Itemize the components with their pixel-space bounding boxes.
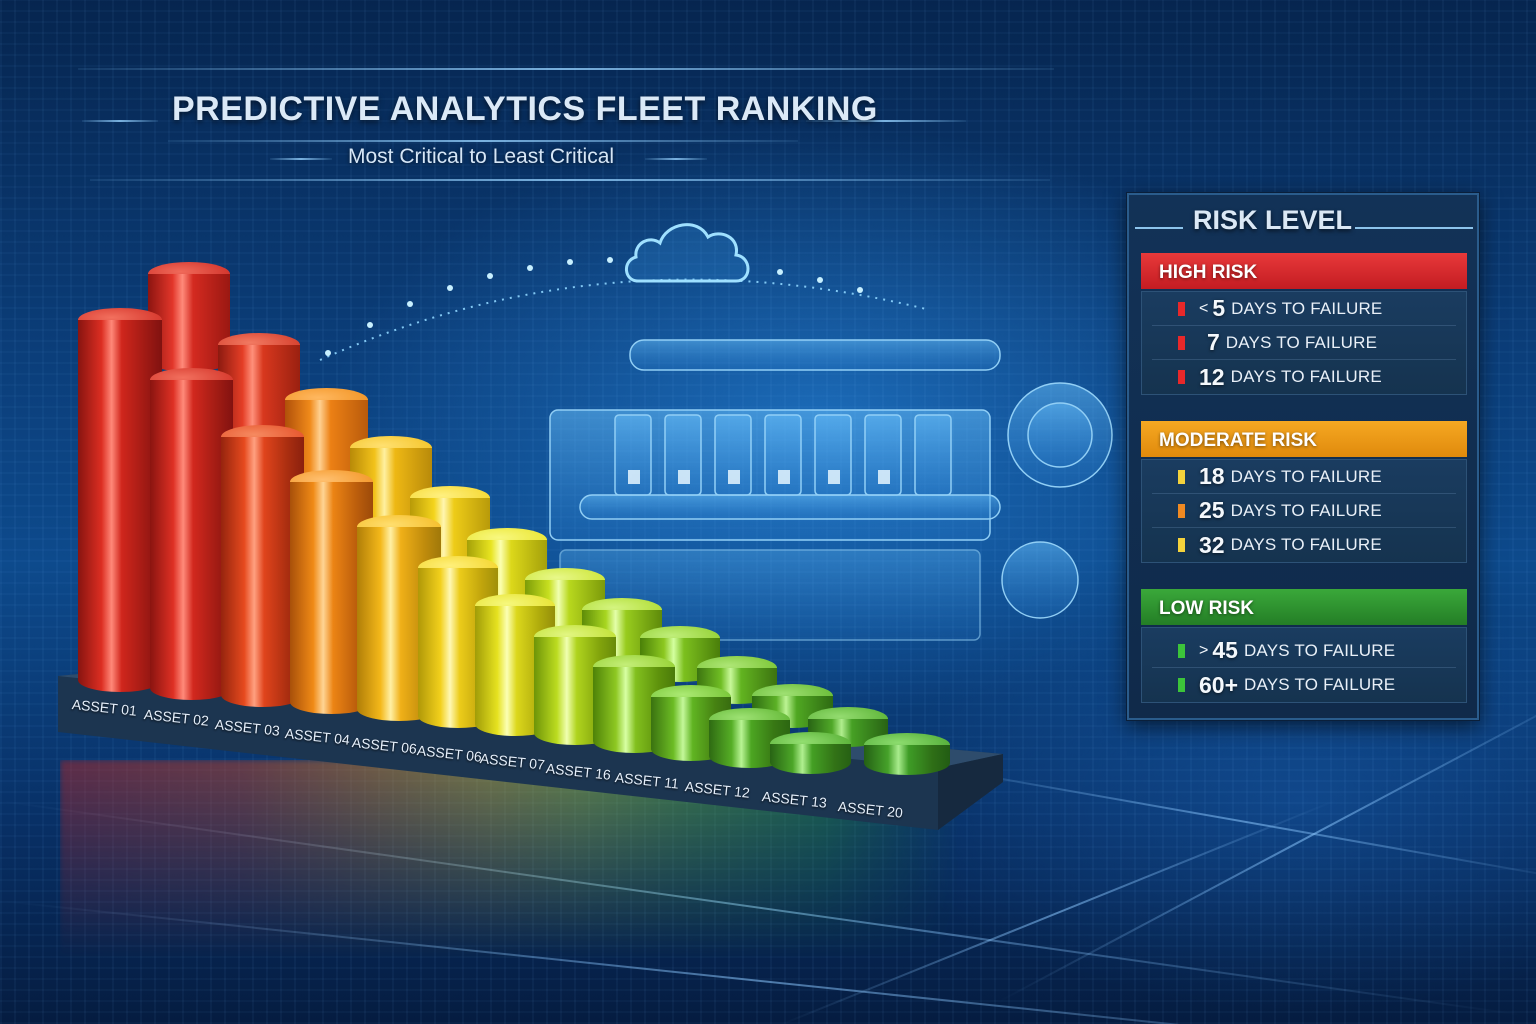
legend-title: RISK LEVEL: [1193, 205, 1353, 235]
bar-asset-02: [150, 368, 233, 700]
data-flow-arc: [319, 257, 931, 361]
red-swatch: [1178, 301, 1185, 316]
risk-level-legend: RISK LEVEL HIGH RISK < 5 DAYS TO FAILURE…: [1127, 193, 1479, 720]
legend-item: 32 DAYS TO FAILURE: [1152, 528, 1456, 562]
legend-item-days: 60+: [1199, 671, 1239, 698]
legend-item: 25 DAYS TO FAILURE: [1152, 494, 1456, 528]
legend-item-days: 32: [1199, 531, 1225, 558]
header-rule-mid: [168, 140, 798, 142]
high-risk-list: < 5 DAYS TO FAILURE 7 DAYS TO FAILURE 12…: [1141, 291, 1467, 395]
bar-asset-13b: [770, 732, 851, 774]
legend-item: 7 DAYS TO FAILURE: [1152, 326, 1456, 360]
legend-item-days: 12: [1199, 363, 1225, 390]
low-risk-list: > 45 DAYS TO FAILURE 60+ DAYS TO FAILURE: [1141, 627, 1467, 703]
red-swatch: [1178, 370, 1185, 384]
page-title: PREDICTIVE ANALYTICS FLEET RANKING: [172, 90, 878, 128]
legend-item: 60+ DAYS TO FAILURE: [1152, 668, 1456, 702]
bar-asset-01: [78, 308, 162, 692]
legend-title-rule-left: [1135, 227, 1183, 229]
legend-item-text: DAYS TO FAILURE: [1230, 367, 1382, 386]
green-swatch: [1178, 643, 1185, 658]
legend-item-text: DAYS TO FAILURE: [1231, 298, 1383, 318]
legend-item-prefix: <: [1199, 299, 1209, 317]
legend-item: 12 DAYS TO FAILURE: [1152, 360, 1456, 394]
header-rule-right: [806, 120, 966, 122]
legend-item-text: DAYS TO FAILURE: [1230, 466, 1382, 486]
legend-item-days: 7: [1207, 329, 1220, 355]
subtitle-rule-left: [270, 158, 332, 160]
yellow-swatch: [1178, 469, 1185, 484]
engine-hologram: [549, 339, 1113, 641]
legend-item-days: 18: [1199, 463, 1225, 489]
header-rule-left: [82, 120, 158, 122]
subtitle-rule-right: [645, 158, 707, 160]
page-subtitle: Most Critical to Least Critical: [348, 145, 615, 168]
moderate-risk-list: 18 DAYS TO FAILURE 25 DAYS TO FAILURE 32…: [1141, 459, 1467, 563]
legend-item-text: DAYS TO FAILURE: [1230, 500, 1382, 520]
legend-item-text: DAYS TO FAILURE: [1230, 535, 1382, 554]
legend-item: < 5 DAYS TO FAILURE: [1152, 292, 1456, 326]
bar-asset-07: [475, 594, 555, 736]
legend-title-rule-right: [1355, 227, 1473, 229]
legend-item-text: DAYS TO FAILURE: [1225, 332, 1378, 352]
high-risk-header: HIGH RISK: [1141, 253, 1467, 289]
legend-title-row: RISK LEVEL: [1129, 203, 1477, 243]
low-risk-header: LOW RISK: [1141, 589, 1467, 625]
legend-item-days: 45: [1212, 637, 1238, 663]
green-swatch: [1178, 678, 1185, 692]
legend-item-days: 25: [1199, 497, 1225, 523]
header-rule-top: [78, 68, 1054, 70]
red-swatch: [1178, 335, 1185, 350]
bar-asset-20: [864, 733, 950, 775]
legend-item-text: DAYS TO FAILURE: [1244, 675, 1396, 694]
yellow-swatch: [1178, 538, 1185, 552]
header-rule-bottom: [90, 179, 1050, 181]
cloud-icon: [625, 223, 750, 283]
legend-item: 18 DAYS TO FAILURE: [1152, 460, 1456, 494]
legend-item: > 45 DAYS TO FAILURE: [1152, 634, 1456, 668]
legend-item-prefix: >: [1199, 641, 1209, 659]
legend-item-days: 5: [1212, 295, 1226, 321]
moderate-risk-header: MODERATE RISK: [1141, 421, 1467, 457]
orange-swatch: [1178, 503, 1185, 518]
legend-item-text: DAYS TO FAILURE: [1243, 640, 1396, 660]
